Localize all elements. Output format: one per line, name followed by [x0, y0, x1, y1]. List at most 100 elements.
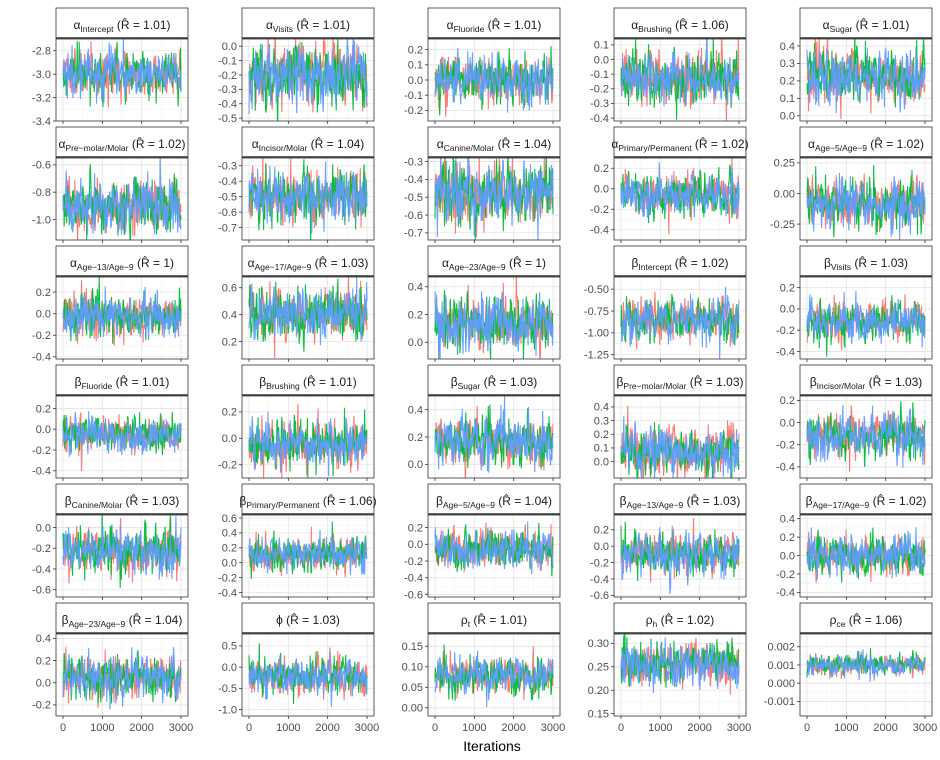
parameter-subscript: Pre−molar/Molar [65, 143, 128, 153]
y-tick-label: -0.5 [218, 191, 237, 203]
parameter-symbol: α [58, 137, 65, 151]
chain-trace-line [62, 411, 182, 457]
rhat-label: (R̂ = 1) [134, 255, 174, 270]
parameter-subscript: Intercept [638, 262, 672, 272]
y-tick-label: 0.2 [594, 525, 609, 537]
rhat-label: (R̂ = 1.02) [671, 255, 728, 270]
panel-border [613, 395, 747, 479]
y-tick-label: -1.00 [584, 328, 609, 340]
x-tick-label: 2000 [687, 722, 711, 734]
parameter-symbol: ϕ [276, 613, 283, 627]
y-tick-label: 0.0 [594, 456, 609, 468]
strip-header [241, 126, 375, 158]
y-tick-label: 0.20 [588, 685, 609, 697]
y-tick-label: -0.2 [776, 569, 795, 581]
y-tick-label: 0.4 [780, 41, 795, 53]
panel-border [799, 276, 933, 360]
y-tick-label: -0.6 [32, 585, 51, 597]
trace-lines [62, 39, 182, 108]
y-tick-label: 0.0 [408, 459, 423, 471]
y-tick-label: 0.00 [774, 188, 795, 200]
strip-header [613, 7, 747, 39]
parameter-subscript: Age−17/Age−9 [813, 500, 870, 510]
trace-lines [62, 158, 182, 240]
y-tick-label: 0.0 [36, 308, 51, 320]
y-tick-label: -0.6 [404, 589, 423, 601]
rhat-label: (R̂ = 1.03) [311, 255, 368, 270]
y-tick-label: -0.4 [218, 587, 237, 599]
parameter-subscript: Brushing [638, 24, 672, 34]
x-axis-title: Iterations [463, 738, 521, 754]
parameter-subscript: Visits [273, 24, 293, 34]
parameter-subscript: Fluoride [82, 381, 113, 391]
x-tick-label: 2000 [129, 722, 153, 734]
trace-lines [248, 643, 368, 707]
y-tick-label: -0.8 [32, 187, 51, 199]
facet-panel: βIntercept (R̂ = 1.02) -1.25 -1.00 -0.75 -0.… [584, 245, 747, 362]
x-tick-label: 1000 [90, 722, 114, 734]
panel-border [613, 38, 747, 122]
y-tick-label: -0.4 [218, 176, 237, 188]
y-tick-label: 0.0 [222, 662, 237, 674]
panel-border [799, 633, 933, 717]
chain-trace-line [434, 396, 554, 473]
parameter-symbol: α [73, 18, 80, 32]
chain-trace-line [620, 416, 740, 478]
trace-lines [248, 521, 368, 579]
chain-trace-line [248, 39, 368, 115]
facet-panel: βPrimary/Permanent (R̂ = 1.06) -0.4 -0.2 0.… [218, 483, 377, 600]
rhat-label: (R̂ = 1.03) [683, 493, 740, 508]
parameter-subscript: Pre−molar/Molar [623, 381, 686, 391]
chain-trace-line [620, 39, 740, 120]
y-tick-label: 0.0 [780, 417, 795, 429]
strip-title: βAge−23/Age−9 (R̂ = 1.04) [62, 612, 183, 629]
y-tick-label: 0.0 [36, 522, 51, 534]
parameter-subscript: h [653, 619, 658, 629]
y-tick-label: -3.2 [32, 92, 51, 104]
y-tick-label: -0.4 [776, 462, 795, 474]
facet-panel: αIntercept (R̂ = 1.01) -3.4 -3.2 -3.0 -2.8 [32, 7, 189, 128]
parameter-symbol: β [806, 494, 813, 508]
x-tick-label: 2000 [873, 722, 897, 734]
y-tick-label: -0.3 [590, 98, 609, 110]
x-tick-label: 1000 [834, 722, 858, 734]
panel-border [241, 514, 375, 598]
rhat-label: (R̂ = 1.04) [307, 136, 364, 151]
strip-header [55, 364, 189, 396]
y-tick-label: -0.6 [590, 590, 609, 602]
strip-header [427, 483, 561, 515]
y-tick-label: 0.4 [780, 513, 795, 525]
y-tick-label: -1.25 [584, 349, 609, 361]
y-tick-label: -0.2 [218, 460, 237, 472]
rhat-label: (R̂ = 1.02) [867, 136, 924, 151]
parameter-symbol: β [75, 375, 82, 389]
strip-header [799, 602, 933, 634]
panel-border [799, 157, 933, 241]
y-tick-label: 0.4 [222, 528, 237, 540]
y-tick-label: -0.7 [218, 222, 237, 234]
y-tick-label: 0.002 [767, 642, 795, 654]
panel-border [613, 514, 747, 598]
parameter-subscript: Age−17/Age−9 [255, 262, 312, 272]
strip-title: αFluoride (R̂ = 1.01) [447, 17, 542, 34]
trace-lines [434, 644, 554, 708]
y-tick-label: 0.2 [780, 395, 795, 407]
parameter-subscript: Age−23/Age−9 [449, 262, 506, 272]
y-tick-label: -0.4 [218, 99, 237, 111]
y-tick-label: 0.1 [408, 60, 423, 72]
strip-title: αIntercept (R̂ = 1.01) [73, 17, 170, 34]
chain-trace-line [62, 158, 182, 235]
chain-trace-line [248, 277, 368, 346]
y-tick-label: 0.3 [594, 415, 609, 427]
rhat-label: (R̂ = 1.01) [852, 17, 909, 32]
facet-panel: ρce (R̂ = 1.06) -0.001 0.000 0.001 0.002 0 100… [764, 602, 937, 734]
parameter-symbol: β [65, 494, 72, 508]
panel-border [427, 157, 561, 241]
y-tick-label: -0.2 [218, 572, 237, 584]
y-tick-label: 0.0 [408, 337, 423, 349]
y-tick-label: -0.6 [218, 207, 237, 219]
parameter-symbol: β [620, 494, 627, 508]
y-tick-label: -0.4 [32, 564, 51, 576]
rhat-label: (R̂ = 1.01) [113, 17, 170, 32]
x-tick-label: 3000 [727, 722, 751, 734]
